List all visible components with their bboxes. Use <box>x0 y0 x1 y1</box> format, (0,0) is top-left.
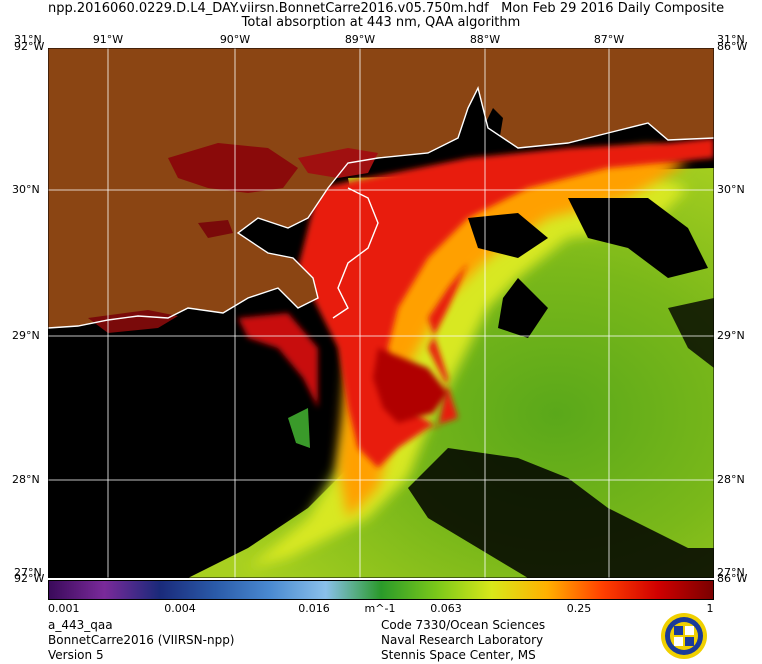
corner-lon-top-left: 92°W <box>14 40 45 53</box>
colorbar-tick-4: 0.25 <box>566 602 592 615</box>
cloud-patch <box>668 298 714 368</box>
org-location: Stennis Space Center, MS <box>381 648 536 662</box>
no-data-bay <box>478 108 503 148</box>
corner-lat-bottom-right: 27°N <box>717 566 745 579</box>
lon-label-87w: 87°W <box>593 33 625 46</box>
lon-label-90w: 90°W <box>219 33 251 46</box>
small-green-patch <box>288 408 310 448</box>
corner-lat-top-right: 31°N <box>717 33 745 46</box>
product-subtitle: Total absorption at 443 nm, QAA algorith… <box>241 15 521 30</box>
corner-lon-bottom-left: 92°W <box>14 572 45 585</box>
coastal-red-patch <box>238 313 318 408</box>
product-code: a_443_qaa <box>48 618 113 632</box>
no-data-shelf <box>48 318 328 578</box>
lat-label-left-30n: 30°N <box>12 183 40 196</box>
file-title-and-date: npp.2016060.0229.D.L4_DAY.viirsn.BonnetC… <box>48 2 724 16</box>
colorbar-tick-3: 0.063 <box>430 602 462 615</box>
cloud-patch <box>408 448 714 578</box>
plume-core <box>373 348 448 423</box>
corner-lat-bottom-left: 27°N <box>14 566 42 579</box>
lat-label-right-28n: 28°N <box>717 473 745 486</box>
cloud-patch <box>498 278 548 338</box>
lat-label-right-29n: 29°N <box>717 329 745 342</box>
colorbar-tick-5: 1 <box>706 602 714 615</box>
high-absorption-plume <box>298 138 714 468</box>
dataset-name: BonnetCarre2016 (VIIRSN-npp) <box>48 633 235 647</box>
org-name: Naval Research Laboratory <box>381 633 544 647</box>
composite-date: Mon Feb 29 2016 Daily Composite <box>501 1 725 16</box>
file-title: npp.2016060.0229.D.L4_DAY.viirsn.BonnetC… <box>48 1 489 16</box>
colorbar-tick-1: 0.004 <box>164 602 196 615</box>
nrl-seal-icon <box>661 613 707 659</box>
lon-label-91w: 91°W <box>92 33 124 46</box>
inland-lake <box>88 310 178 333</box>
org-code: Code 7330/Ocean Sciences <box>381 618 546 632</box>
lat-label-right-30n: 30°N <box>717 183 745 196</box>
graticule <box>48 48 714 578</box>
cloud-patch <box>468 213 548 258</box>
lat-label-left-28n: 28°N <box>12 473 40 486</box>
absorption-map[interactable] <box>48 48 714 578</box>
colorbar <box>48 580 714 600</box>
inland-lake <box>198 220 233 238</box>
chandeleur-islands <box>332 187 379 319</box>
cloud-patch <box>568 198 708 278</box>
corner-lon-top-right: 86°W <box>717 40 748 53</box>
corner-lon-bottom-right: 86°W <box>717 572 748 585</box>
corner-lat-top-left: 31°N <box>14 33 42 46</box>
lon-label-88w: 88°W <box>469 33 501 46</box>
coastline <box>48 85 714 329</box>
land-mass <box>48 48 714 328</box>
colorbar-tick-0: 0.001 <box>48 602 80 615</box>
inland-lake <box>168 143 298 193</box>
colorbar-unit: m^-1 <box>364 602 396 615</box>
lon-label-89w: 89°W <box>344 33 376 46</box>
lat-label-left-29n: 29°N <box>12 329 40 342</box>
colorbar-tick-2: 0.016 <box>298 602 330 615</box>
inland-lake <box>298 148 378 178</box>
version-label: Version 5 <box>48 648 104 662</box>
